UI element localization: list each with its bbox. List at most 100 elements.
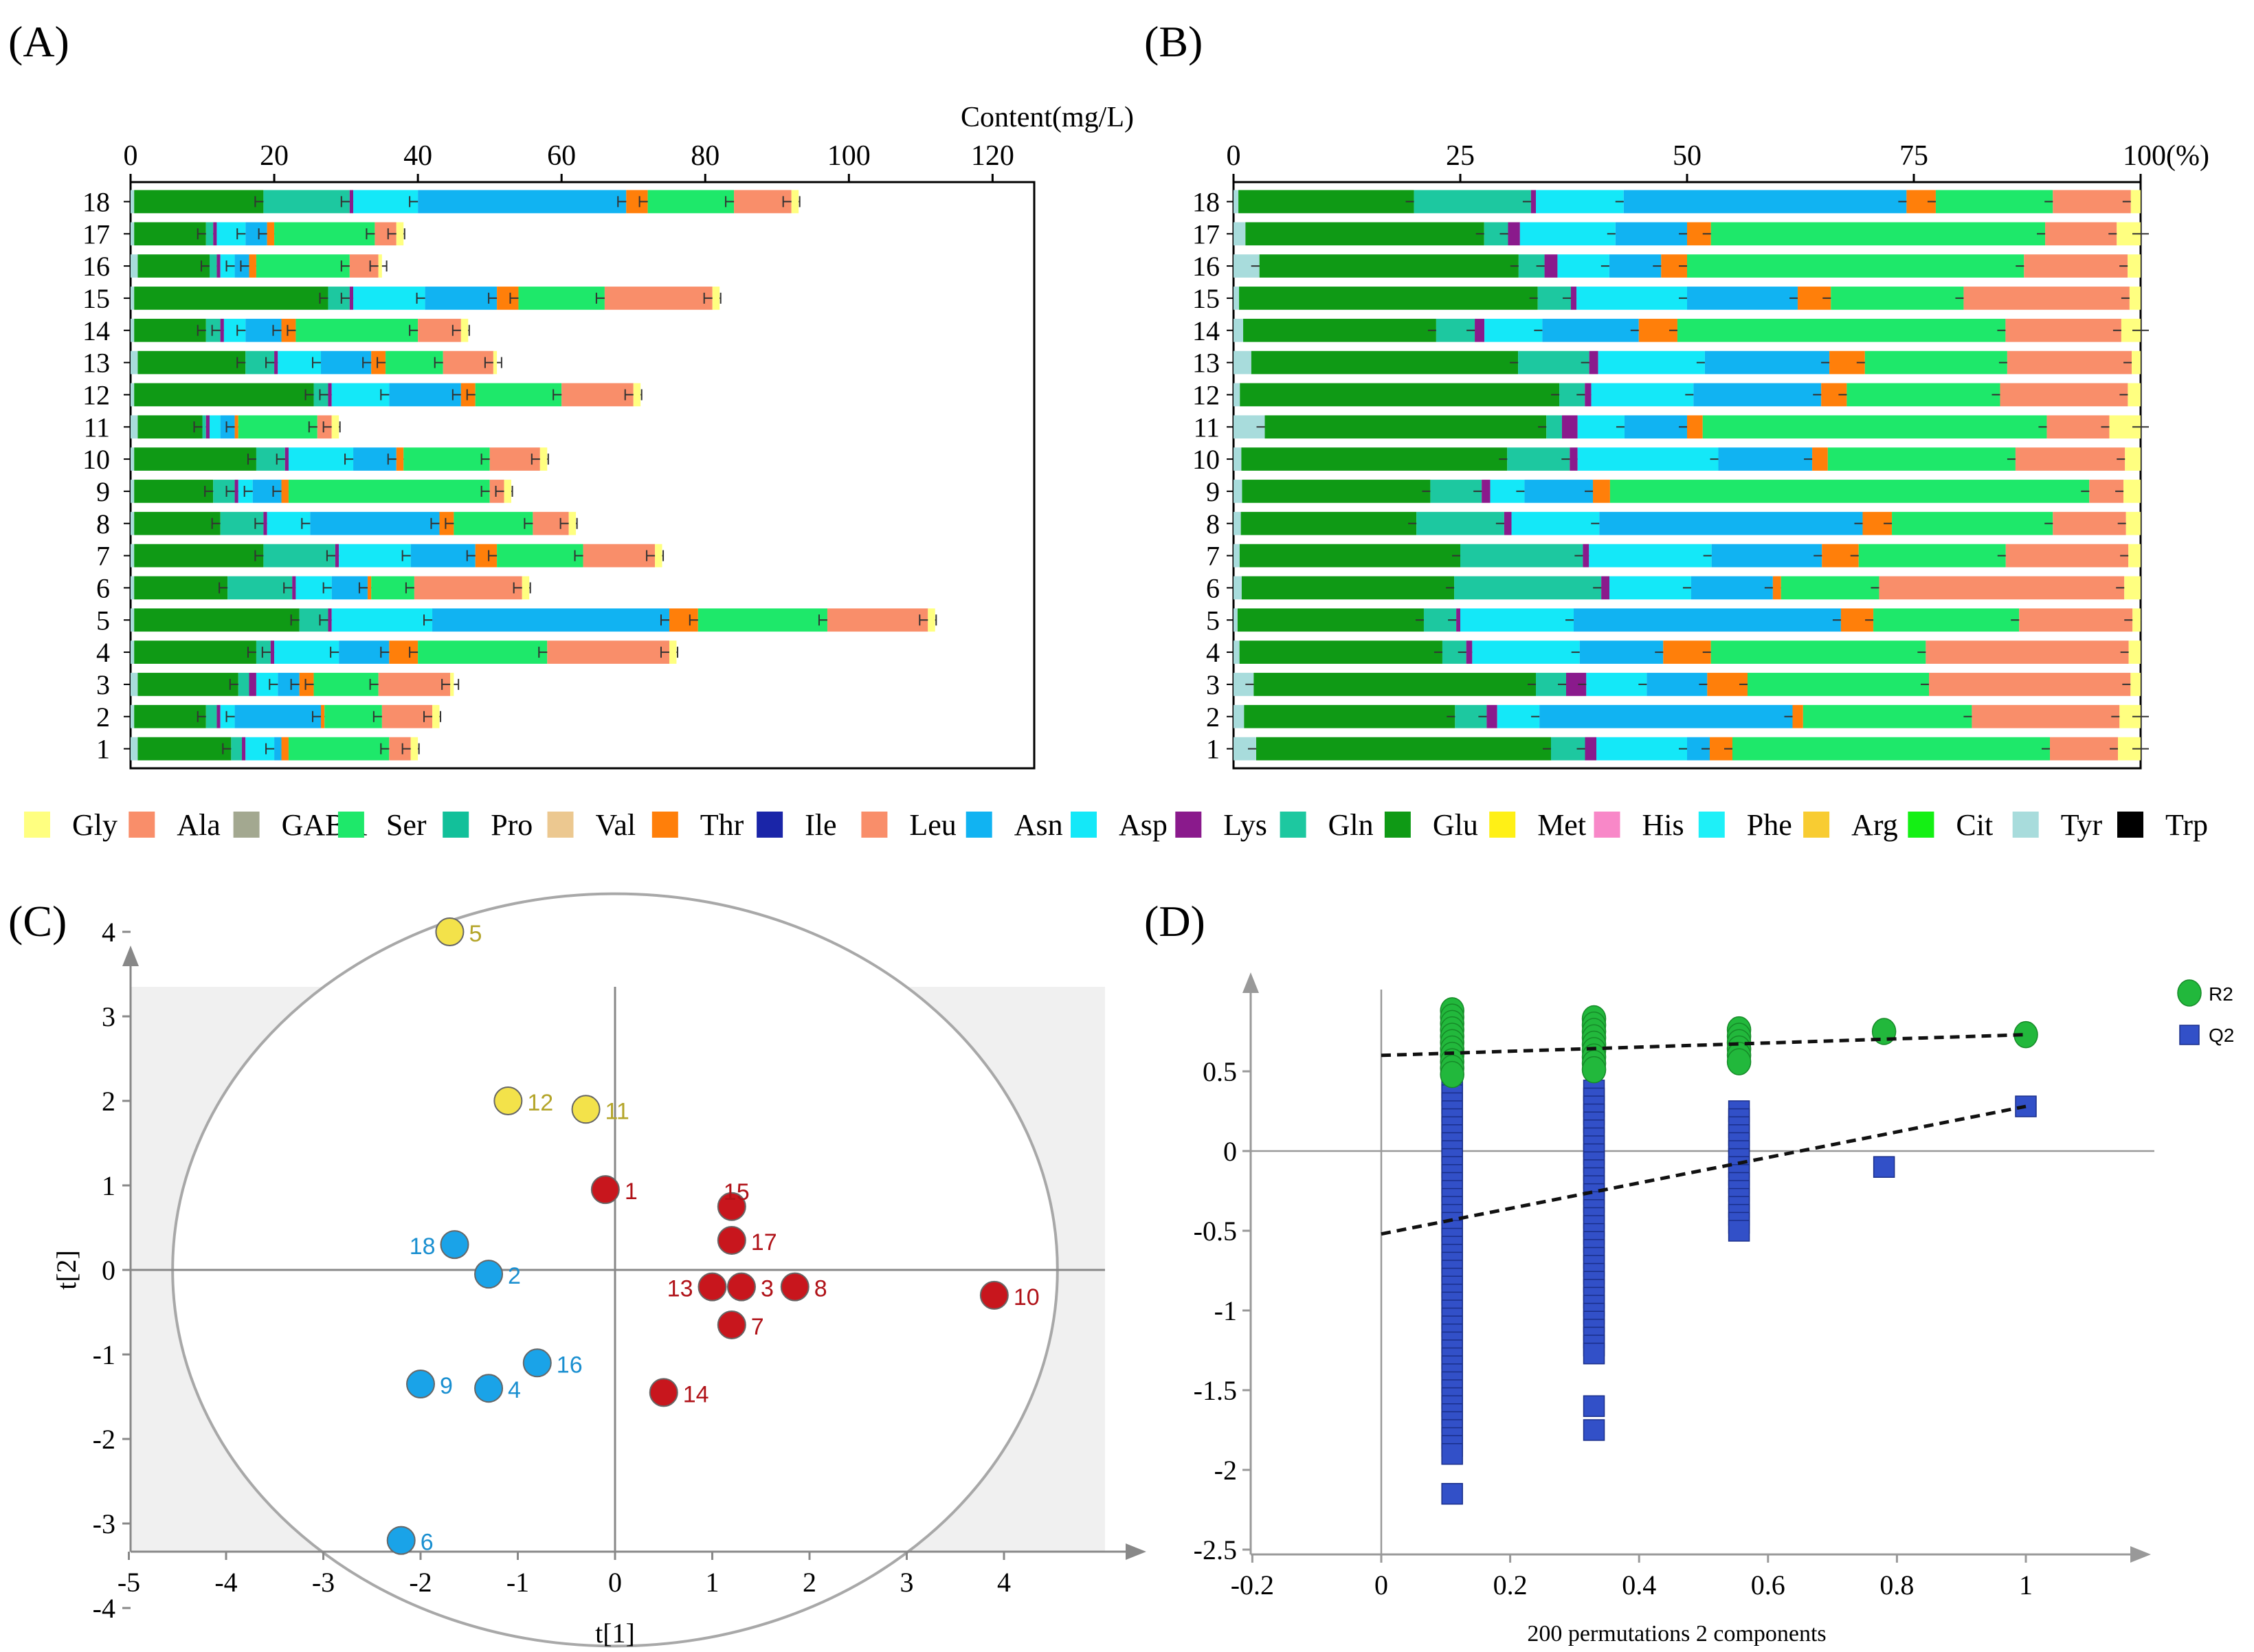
legend-swatch-gly: [24, 812, 50, 838]
chart-a-bar-gln: [263, 190, 350, 214]
chart-b-bar-leu: [2024, 254, 2128, 278]
chart-b-bar-thr: [1687, 415, 1703, 439]
chart-c-point-blue: [474, 1374, 504, 1403]
chart-b-bar-asp: [1576, 287, 1687, 310]
chart-d: -0.2 0 0.2 0.4 0.6 0.8 1 0.5 0 -0.5 -1 -1.5 -2 -2.5 20…: [1194, 972, 2234, 1647]
chart-b-bar-asp: [1589, 544, 1712, 568]
chart-a-bar-lys: [349, 190, 354, 214]
chart-a-bar-ser: [274, 222, 375, 246]
chart-a-category-label: 10: [82, 444, 110, 475]
chart-c-point-label: 12: [527, 1090, 553, 1116]
chart-c-point-label: 4: [508, 1377, 521, 1403]
chart-a-category-label: 2: [96, 702, 110, 733]
legend-label-glu: Glu: [1433, 808, 1478, 842]
chart-a-bar-ser: [256, 254, 350, 278]
chart-a-category-label: 4: [96, 637, 110, 668]
legend-label-met: Met: [1537, 808, 1586, 842]
legend-label-his: His: [1642, 808, 1684, 842]
chart-b-bar-leu: [1926, 640, 2129, 664]
chart-b-bar-ser: [1687, 254, 2024, 278]
chart-b-bar-leu: [2045, 222, 2117, 246]
chart-b-bar-thr: [1772, 576, 1781, 600]
legend-swatch-ile: [757, 812, 783, 838]
chart-c-xtick-label: -4: [214, 1567, 237, 1598]
legend-label-cit: Cit: [1956, 808, 1993, 842]
chart-a-bar-gly: [522, 576, 530, 600]
chart-a-bar-glu: [137, 254, 210, 278]
chart-b-bar-gly: [2128, 640, 2141, 664]
chart-a-bar-gly: [928, 608, 935, 632]
chart-d-q2-point: [1728, 1220, 1750, 1242]
chart-a-bar-glu: [134, 447, 256, 471]
chart-c-ytick-label: -1: [93, 1339, 115, 1370]
chart-b-bar-gln: [1507, 447, 1570, 471]
chart-b-bar-asn: [1647, 673, 1708, 696]
legend-swatch-thr: [651, 812, 678, 838]
chart-a-bar-asn: [432, 608, 669, 632]
chart-a-bar-tyr: [131, 318, 135, 342]
chart-a-bar-asp: [331, 608, 433, 632]
chart-c-point-blue: [406, 1370, 435, 1399]
chart-d-xtick-label: 0.2: [1493, 1570, 1528, 1600]
chart-b-bar-lys: [1508, 222, 1520, 246]
chart-b-bar-asp: [1609, 576, 1691, 600]
chart-c-xtick-label: -5: [118, 1567, 140, 1598]
chart-b-bar-thr: [1593, 480, 1610, 503]
chart-a-category-label: 1: [96, 734, 110, 765]
chart-b-bar-asn: [1609, 254, 1662, 278]
chart-a-bar-lys: [220, 318, 224, 342]
chart-c-point-blue: [474, 1260, 504, 1289]
chart-b-bar-thr: [1812, 447, 1828, 471]
chart-a-category-label: 12: [82, 379, 110, 410]
chart-c-y-arrow: [122, 946, 139, 966]
chart-a-category-label: 13: [82, 348, 110, 379]
chart-a-bar-gln: [205, 704, 217, 728]
legend-label-ile: Ile: [805, 808, 836, 842]
chart-c-point-label: 1: [625, 1179, 638, 1205]
chart-a-category-label: 14: [82, 315, 110, 346]
chart-b-xtick-label: 25: [1446, 140, 1475, 172]
chart-b-bar-lys: [1466, 640, 1473, 664]
chart-a-xtick-label: 0: [124, 140, 138, 172]
chart-a-bar-ser: [295, 318, 419, 342]
chart-b-bar-leu: [2019, 608, 2133, 632]
legend-label-gln: Gln: [1328, 808, 1374, 842]
chart-a-bar-lys: [349, 287, 354, 310]
chart-a-bar-gly: [568, 511, 577, 535]
chart-d-q2-point: [1441, 1483, 1463, 1505]
chart-c-point-yellow: [435, 917, 465, 946]
chart-a-bar-gly: [331, 415, 339, 439]
chart-b-bar-lys: [1504, 511, 1512, 535]
chart-b-category-label: 14: [1192, 315, 1220, 346]
chart-b-bar-gly: [2130, 673, 2141, 696]
chart-b-bar-asn: [1599, 511, 1863, 535]
panel-label-b: (B): [1144, 17, 1203, 66]
chart-b-bar-asn: [1718, 447, 1813, 471]
chart-b-bar-gln: [1414, 190, 1531, 214]
chart-a-category-label: 3: [96, 669, 110, 700]
chart-a-bar-tyr: [131, 190, 135, 214]
chart-b-bar-tyr: [1234, 511, 1241, 535]
chart-b-bar-tyr: [1234, 640, 1240, 664]
chart-a-bar-gly: [712, 287, 720, 310]
chart-c-point-red: [726, 1272, 756, 1302]
chart-a-bar-tyr: [131, 222, 135, 246]
chart-b-bar-glu: [1245, 222, 1484, 246]
chart-d-r2-point: [1581, 1056, 1607, 1084]
chart-b-bar-leu: [2005, 318, 2121, 342]
chart-a-bar-thr: [281, 480, 289, 503]
chart-b-bar-gly: [2124, 576, 2141, 600]
chart-d-legend-q2-label: Q2: [2209, 1025, 2234, 1046]
chart-c-point-label: 17: [751, 1229, 777, 1255]
chart-d-xtick-label: 0.8: [1879, 1570, 1914, 1600]
chart-b-category-label: 11: [1193, 412, 1220, 443]
chart-c-xtick-label: -3: [312, 1567, 335, 1598]
chart-b-xtick-label: 75: [1899, 140, 1928, 172]
chart-c-ytick-label: 0: [102, 1255, 115, 1286]
chart-a-xtick-label: 20: [260, 140, 289, 172]
chart-c-xtick-label: 0: [608, 1567, 622, 1598]
chart-a-bar-gln: [209, 254, 217, 278]
chart-d-q2-point: [1583, 1342, 1605, 1365]
legend-swatch-tyr: [2012, 812, 2039, 838]
chart-d-ytick-label: -0.5: [1194, 1216, 1237, 1247]
